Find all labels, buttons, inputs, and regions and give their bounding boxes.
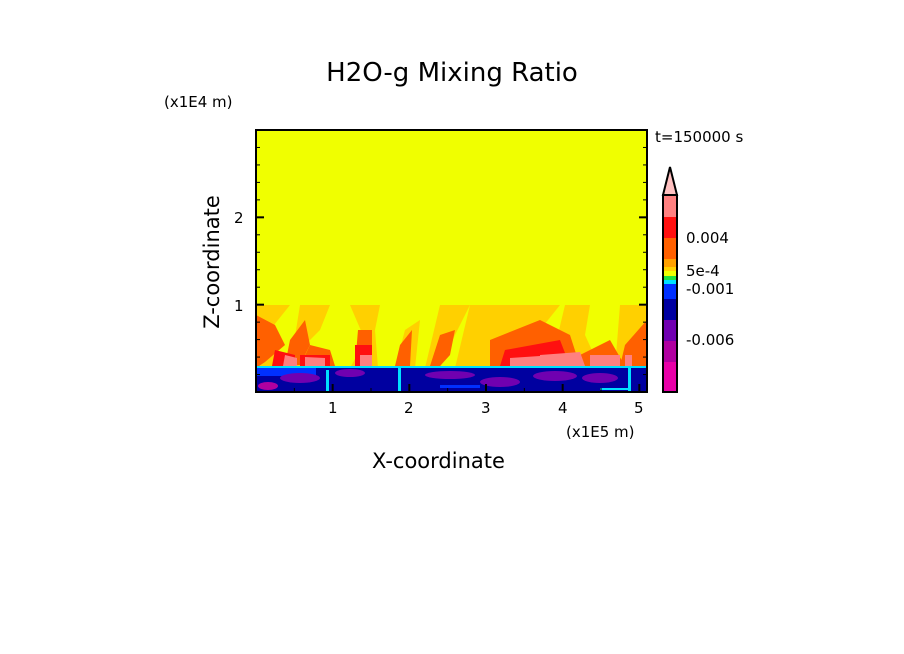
colorbar-segment (663, 276, 677, 280)
y-tick-label: 2 (234, 209, 244, 227)
surface-layer (256, 366, 647, 392)
plumes (256, 305, 647, 368)
colorbar-segment (663, 284, 677, 299)
colorbar-segment (663, 195, 677, 217)
colorbar-segment (663, 238, 677, 259)
colorbar-label: -0.001 (686, 280, 735, 298)
x-tick-label: 5 (634, 399, 644, 417)
x-tick-label: 2 (404, 399, 414, 417)
colorbar-segment (663, 341, 677, 362)
colorbar-frame (662, 194, 678, 393)
colorbar-segment (663, 299, 677, 320)
colorbar-label: -0.006 (686, 331, 735, 349)
colorbar-segment (663, 259, 677, 267)
plot-frame (255, 129, 648, 393)
x-ticks (293, 384, 641, 392)
x-tick-label: 4 (558, 399, 568, 417)
colorbar-label: 0.004 (686, 229, 729, 247)
colorbar-segment (663, 267, 677, 271)
x-tick-label: 1 (328, 399, 338, 417)
time-label: t=150000 s (655, 128, 744, 146)
y-tick-label: 1 (234, 297, 244, 315)
colorbar-segment (663, 362, 677, 392)
colorbar-extend-arrow (661, 166, 679, 196)
x-tick-label: 3 (481, 399, 491, 417)
chart-title: H2O-g Mixing Ratio (326, 58, 578, 88)
colorbar-segment (663, 280, 677, 284)
colorbar-label: 5e-4 (686, 262, 720, 280)
x-axis-unit: (x1E5 m) (566, 423, 635, 441)
contour-field (256, 130, 647, 392)
y-axis-unit: (x1E4 m) (164, 93, 233, 111)
colorbar-segment (663, 217, 677, 238)
colorbar-segment (663, 320, 677, 341)
colorbar-segment (663, 271, 677, 276)
y-ticks (256, 146, 647, 376)
colorbar (661, 166, 679, 393)
x-axis-label: X-coordinate (372, 449, 505, 473)
